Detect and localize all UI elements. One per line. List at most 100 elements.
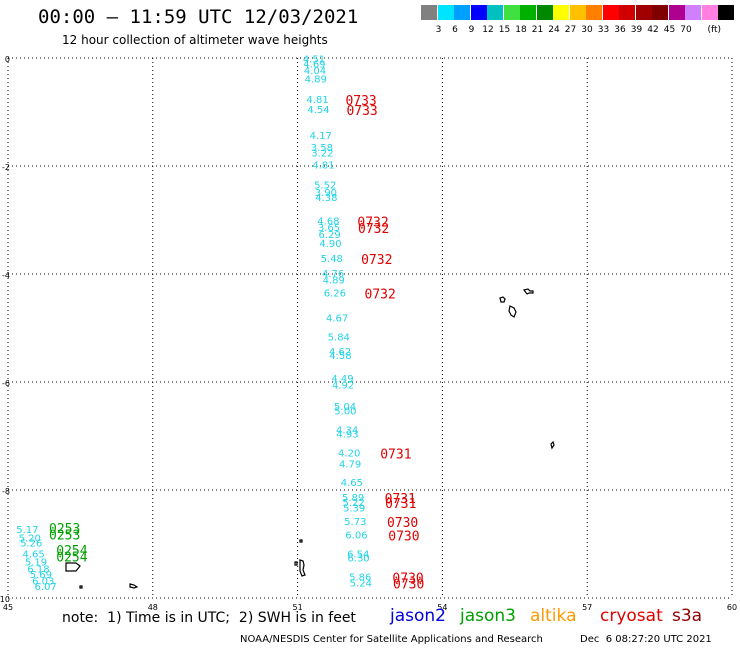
x-tick-label: 57 <box>582 603 592 612</box>
wave-height-label: 4.17 <box>310 131 332 142</box>
pass-time-label: 0730 <box>393 578 424 593</box>
wave-height-label: 5.00 <box>334 406 356 417</box>
map-subtitle: 12 hour collection of altimeter wave hei… <box>62 33 328 47</box>
legend-label: 9 <box>468 25 475 35</box>
x-tick-label: 45 <box>3 603 13 612</box>
wave-height-label: 5.39 <box>343 504 365 515</box>
legend-label: 24 <box>548 25 560 35</box>
legend-swatch <box>503 5 520 20</box>
x-tick-label: 48 <box>148 603 158 612</box>
wave-height-label: 4.62 <box>329 347 351 358</box>
wave-height-label: 4.81 <box>306 95 328 106</box>
wave-height-label: 4.89 <box>323 276 345 287</box>
legend-label: 33 <box>597 25 610 35</box>
wave-height-label: 6.54 <box>347 550 369 561</box>
satellite-jason2: jason2 <box>390 606 446 626</box>
island-outline <box>294 561 298 566</box>
wave-height-label: 4.68 <box>317 216 339 227</box>
wave-height-label: 4.65 <box>341 478 363 489</box>
legend-swatch <box>487 5 503 20</box>
legend-swatch <box>652 5 668 20</box>
island-outline <box>499 296 506 303</box>
pass-time-label: 0254 <box>56 544 87 559</box>
pass-time-label: 0253 <box>49 522 80 537</box>
wave-height-label: 4.58 <box>329 351 351 362</box>
pass-time-label: 0733 <box>346 104 377 119</box>
pass-time-label: 0732 <box>361 253 392 268</box>
island-outline <box>508 305 517 318</box>
wave-height-label: 3.65 <box>318 223 340 234</box>
legend-label: 27 <box>564 25 577 35</box>
pass-time-label: 0732 <box>358 222 389 237</box>
wave-height-label: 6.29 <box>318 230 340 241</box>
units-note: note: 1) Time is in UTC; 2) SWH is in fe… <box>62 610 356 626</box>
map-title: 00:00 — 11:59 UTC 12/03/2021 <box>38 6 359 28</box>
legend-label: 18 <box>515 25 527 35</box>
wave-height-label: 5.69 <box>30 570 52 581</box>
wave-height-label: 4.04 <box>304 66 326 77</box>
wave-height-label: 6.18 <box>27 565 49 576</box>
wave-height-label: 4.51 <box>303 54 325 65</box>
legend-unit: (ft) <box>707 25 722 35</box>
pass-time-label: 0731 <box>380 448 411 463</box>
island-outline <box>299 559 306 577</box>
y-tick-label: -10 <box>0 595 10 604</box>
x-tick-label: 60 <box>727 603 737 612</box>
wave-height-label: 3.22 <box>311 148 333 159</box>
legend-label: 30 <box>581 25 593 35</box>
pass-time-label: 0731 <box>385 497 416 512</box>
legend-swatch <box>701 5 718 20</box>
y-tick-label: -4 <box>2 271 10 280</box>
legend-label: 12 <box>482 25 494 35</box>
satellite-s3a: s3a <box>672 606 703 626</box>
wave-height-label: 4.81 <box>312 161 334 172</box>
wave-height-label: 5.52 <box>314 181 336 192</box>
wave-height-label: 4.90 <box>319 239 341 250</box>
wave-height-label: 3.90 <box>315 188 337 199</box>
y-tick-label: 0 <box>5 55 10 64</box>
lat-lon-grid <box>7 57 733 599</box>
wave-height-label: 5.20 <box>19 533 41 544</box>
wave-height-label: 4.54 <box>307 105 329 116</box>
legend-label: 36 <box>614 25 626 35</box>
legend-swatch <box>586 5 602 20</box>
legend-label: 45 <box>663 25 676 35</box>
legend-label: 42 <box>647 25 659 35</box>
wave-height-label: 4.65 <box>22 550 44 561</box>
axis-ticks: 45 48 51 54 57 60 0 -2 -4 -6 -8 -10 <box>0 55 737 612</box>
island-outline <box>79 585 83 589</box>
wave-height-label: 5.86 <box>349 573 371 584</box>
island-outline <box>129 583 139 589</box>
wave-height-label: 5.19 <box>25 558 47 569</box>
legend-swatch <box>536 5 553 20</box>
wave-height-label: 4.38 <box>315 193 337 204</box>
legend-label: 3 <box>435 25 442 35</box>
legend-swatch <box>619 5 635 20</box>
wave-height-label: 5.24 <box>350 579 372 590</box>
wave-height-label: 4.49 <box>331 374 353 385</box>
wave-height-label: 6.30 <box>347 553 369 564</box>
wave-height-label: 4.93 <box>336 430 358 441</box>
legend-swatch <box>718 5 734 20</box>
legend-label: 21 <box>531 25 544 35</box>
pass-time-label: 0253 <box>49 529 80 544</box>
legend-swatch <box>668 5 685 20</box>
legend-swatch <box>470 5 487 20</box>
pass-time-label: 0732 <box>357 215 388 230</box>
wave-height-label: 4.20 <box>338 449 360 460</box>
wave-height-label: 5.48 <box>321 254 343 265</box>
pass-time-label: 0730 <box>387 516 418 531</box>
pass-time-label: 0731 <box>385 492 416 507</box>
pass-time-label: 0254 <box>56 550 87 565</box>
legend-swatch <box>520 5 536 20</box>
legend-swatch <box>553 5 569 20</box>
y-tick-label: -6 <box>2 379 10 388</box>
wave-height-label: 4.34 <box>336 425 358 436</box>
altimeter-track-main: 4.514.694.044.894.814.544.173.583.224.81… <box>303 54 425 592</box>
pass-time-label: 0733 <box>345 94 376 109</box>
legend-swatch <box>421 5 437 20</box>
island-outline <box>550 440 555 450</box>
wave-height-label: 4.89 <box>305 74 327 85</box>
wave-height-label: 5.22 <box>342 498 364 509</box>
wave-height-label: 6.06 <box>345 531 367 542</box>
